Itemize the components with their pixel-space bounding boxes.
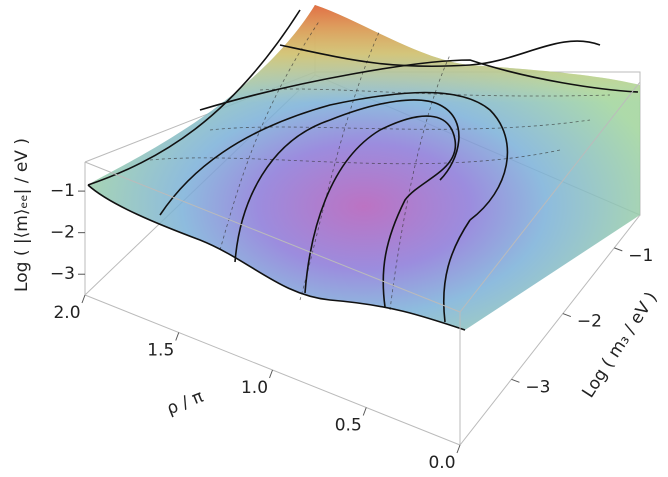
x-tick	[175, 332, 180, 341]
x-tick-label: 2.0	[53, 303, 80, 323]
y-tick-label: −2	[577, 312, 602, 332]
box-edge	[459, 81, 641, 313]
x-tick-label: 1.5	[147, 341, 174, 361]
z-axis-label: Log ( |⟨m⟩ₑₑ| / eV )	[12, 138, 32, 292]
y-tick	[511, 378, 520, 383]
z-tick-label: −3	[50, 264, 75, 284]
surface-shade	[88, 5, 640, 330]
x-tick	[456, 444, 461, 454]
surface-edge	[87, 184, 466, 331]
y-tick	[614, 247, 623, 252]
x-tick-label: 0.5	[335, 416, 362, 436]
y-axis-label: Log ( m₃ / eV )	[578, 288, 661, 401]
x-tick	[269, 369, 273, 379]
surface-mesh	[149, 19, 611, 311]
box-edge	[84, 161, 461, 313]
z-tick-label: −2	[50, 223, 75, 243]
y-tick-label: −3	[525, 377, 550, 397]
y-tick-label: −1	[628, 246, 653, 266]
x-tick-label: 0.0	[428, 453, 455, 473]
x-axis-label: ρ / π	[164, 387, 206, 420]
x-tick-label: 1.0	[241, 378, 268, 398]
x-tick	[81, 294, 86, 304]
x-tick	[362, 407, 367, 416]
y-tick	[562, 313, 572, 318]
z-tick-label: −1	[50, 181, 75, 201]
